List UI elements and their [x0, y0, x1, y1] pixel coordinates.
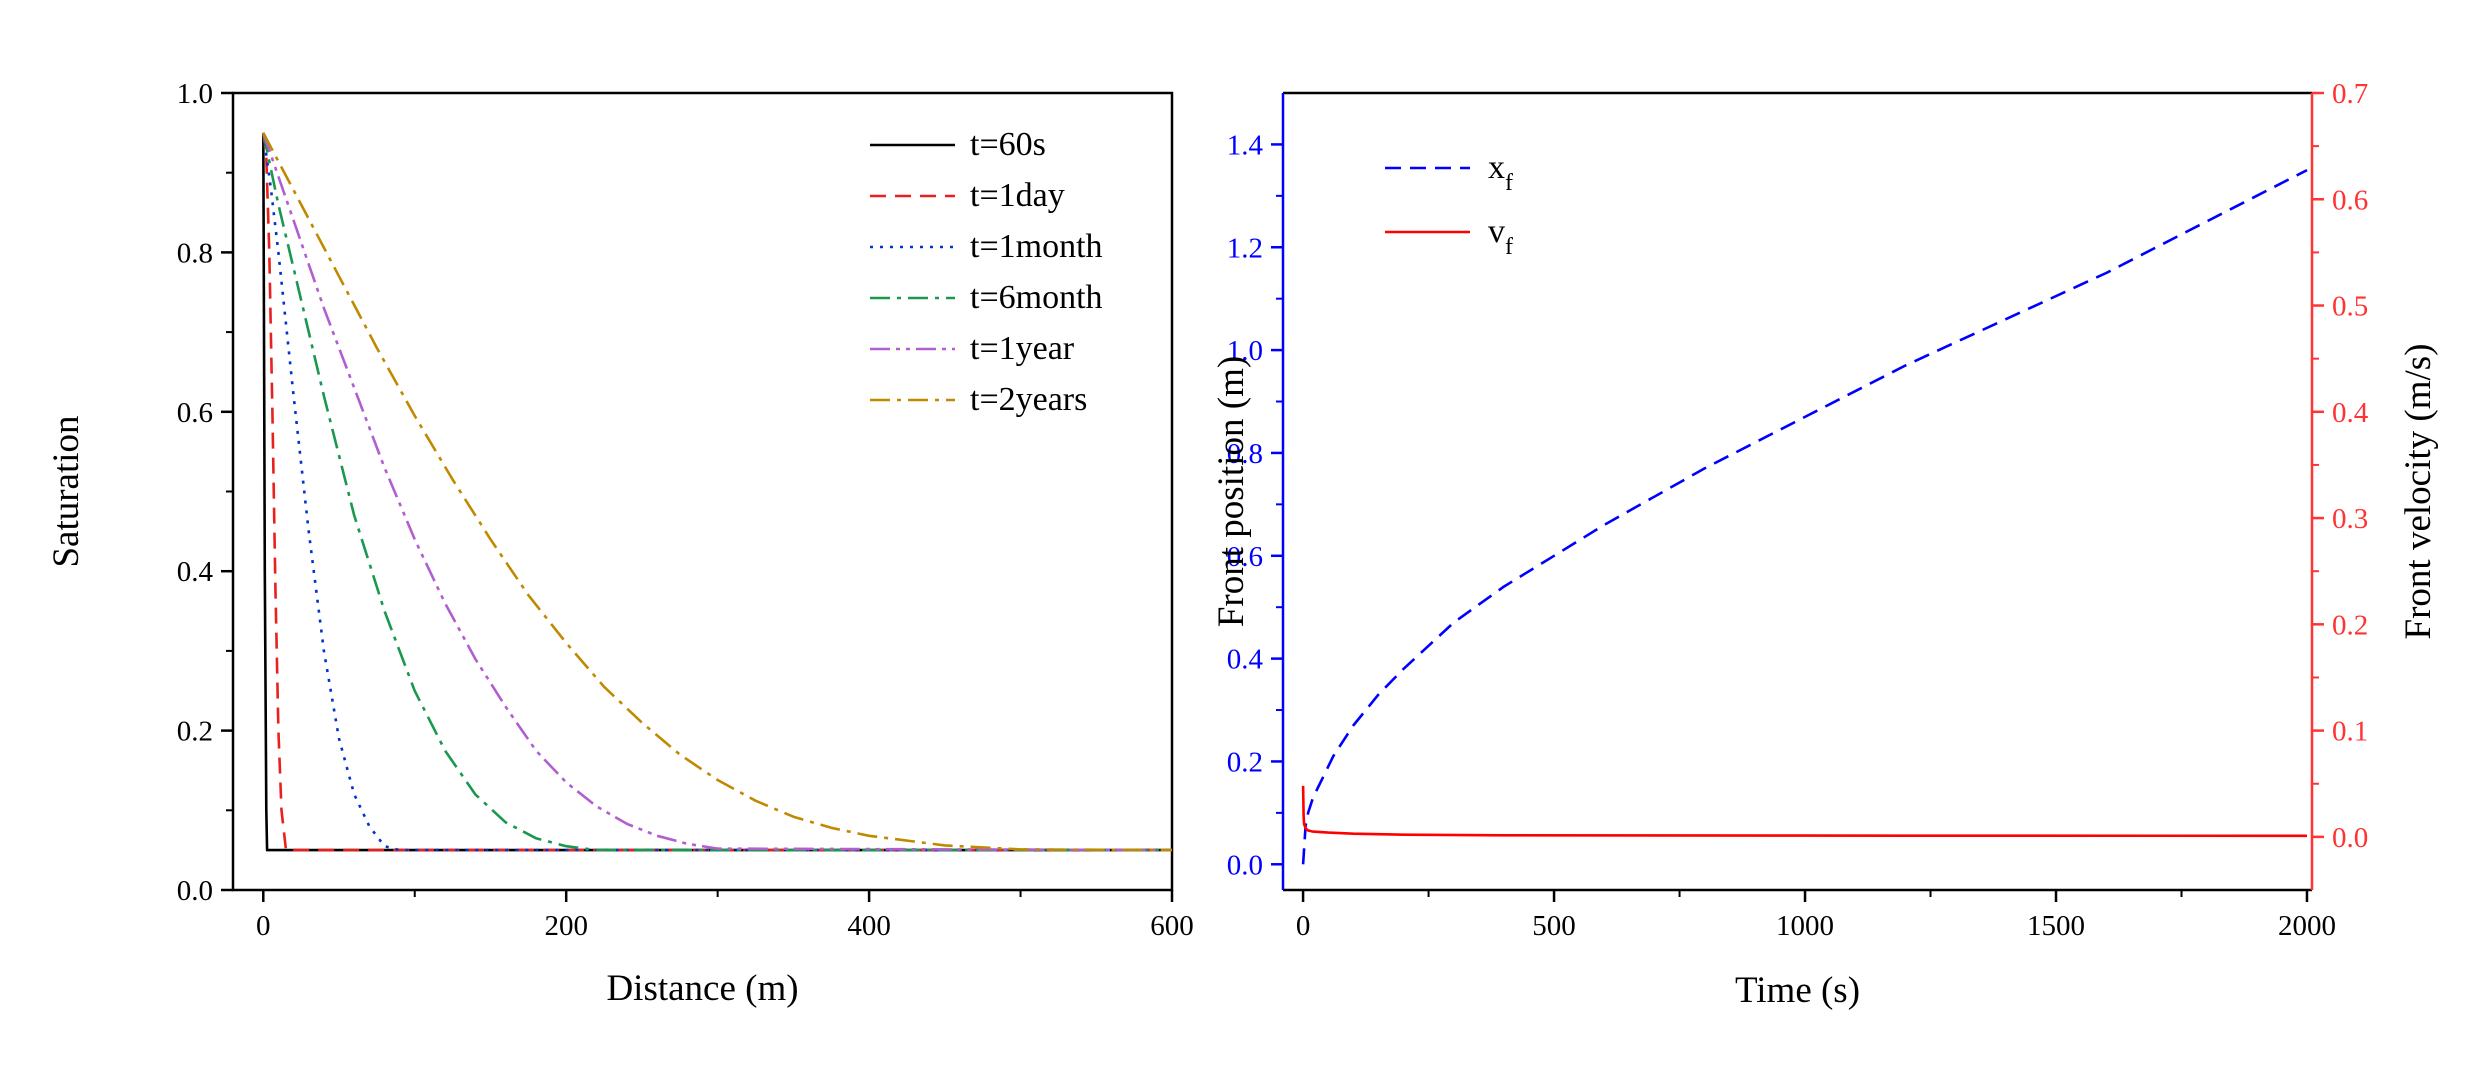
x-tick-label: 1500: [2027, 910, 2085, 942]
right-y-tick-label: 0.4: [2332, 397, 2369, 429]
x-tick-label: 0: [1296, 910, 1311, 942]
series-line-t-1year: [262, 132, 1173, 852]
y-tick-label: 0.0: [177, 875, 213, 907]
right-y-tick-label: 0.7: [2332, 78, 2368, 110]
x-tick-label: 0: [256, 910, 271, 942]
y-tick-label: 1.0: [177, 78, 213, 110]
right-y-tick-label: 0.1: [2332, 716, 2368, 748]
x-tick-label: 400: [847, 910, 891, 942]
legend-label: t=1day: [970, 177, 1065, 214]
x-tick-label: 1000: [1776, 910, 1834, 942]
right-y-tick-label: 0.0: [2332, 822, 2368, 854]
left-y-tick-label: 1.0: [1227, 335, 1263, 367]
legend-label: t=60s: [970, 126, 1046, 163]
legend-label: t=6month: [970, 279, 1103, 316]
left-y-axis-label: Front position (m): [1211, 356, 1252, 627]
right-y-axis-label: Front velocity (m/s): [2398, 344, 2439, 640]
left-y-tick-label: 1.4: [1227, 129, 1264, 161]
left-y-tick-label: 0.0: [1227, 849, 1263, 881]
x-axis-label: Distance (m): [606, 968, 798, 1009]
legend-label: t=2years: [970, 381, 1087, 418]
y-tick-label: 0.8: [177, 237, 213, 269]
x-tick-label: 500: [1532, 910, 1576, 942]
legend-label: t=1month: [970, 228, 1103, 265]
left-y-tick-label: 1.2: [1227, 232, 1263, 264]
x-tick-label: 2000: [2278, 910, 2336, 942]
x-tick-label: 200: [544, 910, 588, 942]
series-line-xf: [1301, 168, 2308, 865]
x-tick-label: 600: [1150, 910, 1194, 942]
series-line-t-6month: [262, 132, 1172, 852]
right-y-tick-label: 0.6: [2332, 184, 2368, 216]
series-line-t-2years: [262, 132, 1173, 852]
left-y-tick-label: 0.4: [1227, 644, 1264, 676]
series-line-t-1month: [262, 132, 1172, 852]
right-y-tick-label: 0.5: [2332, 291, 2368, 323]
left-y-tick-label: 0.8: [1227, 438, 1263, 470]
right-y-tick-label: 0.2: [2332, 609, 2368, 641]
series-line-vf: [1301, 785, 2308, 838]
left-y-tick-label: 0.6: [1227, 541, 1263, 573]
y-axis-label: Saturation: [46, 415, 87, 567]
legend-label: xf: [1488, 149, 1513, 196]
legend-label: t=1year: [970, 330, 1075, 367]
left-y-tick-label: 0.2: [1227, 746, 1263, 778]
y-tick-label: 0.6: [177, 397, 213, 429]
series-line-t-1day: [262, 132, 1172, 852]
legend-label: vf: [1488, 213, 1513, 260]
x-axis-label: Time (s): [1735, 970, 1860, 1011]
legend-subscript: f: [1505, 170, 1513, 196]
right-y-tick-label: 0.3: [2332, 503, 2368, 535]
legend-subscript: f: [1505, 234, 1513, 260]
y-tick-label: 0.4: [177, 556, 214, 588]
y-tick-label: 0.2: [177, 716, 213, 748]
